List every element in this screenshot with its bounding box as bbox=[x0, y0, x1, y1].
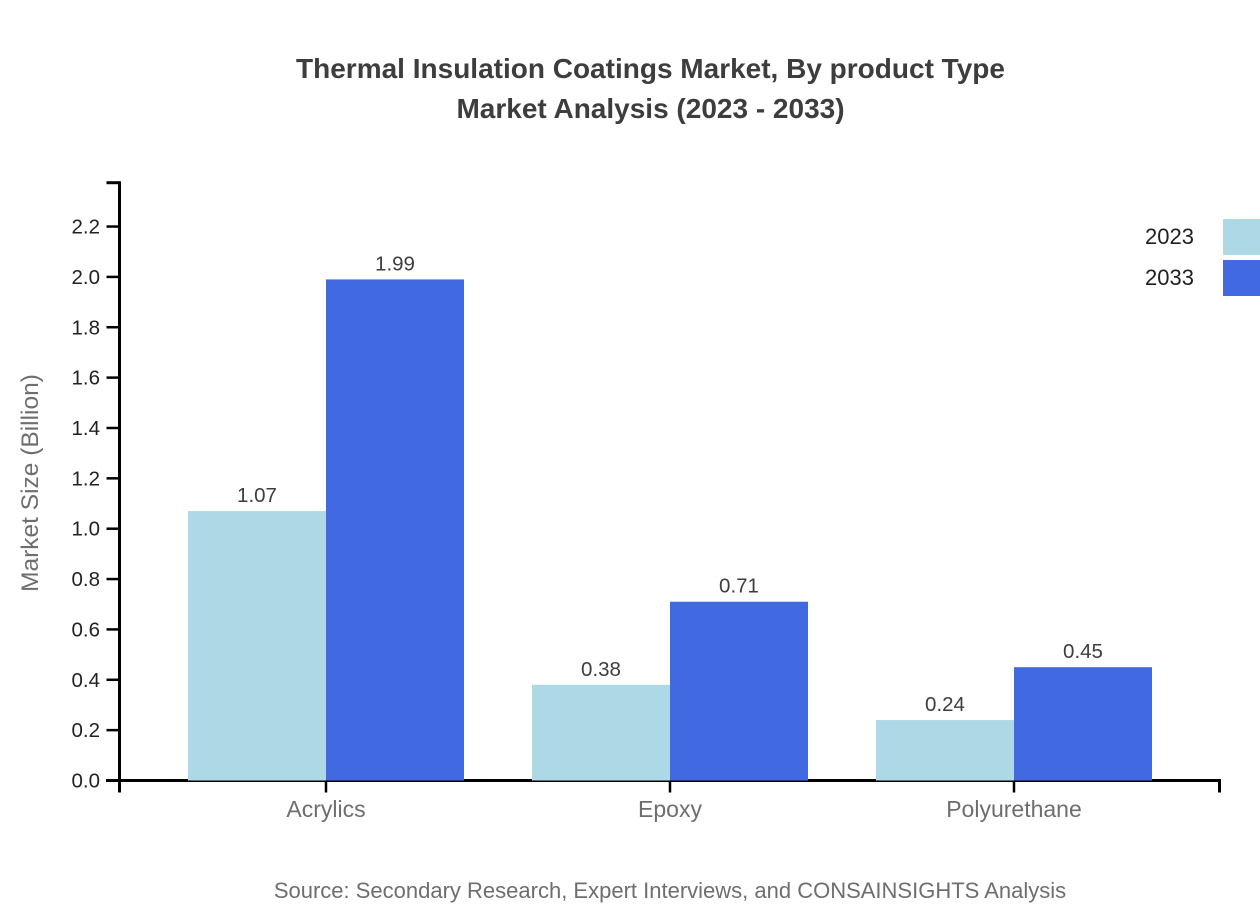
y-tick-label: 1.2 bbox=[72, 467, 101, 490]
bar-2033-acrylics bbox=[326, 279, 464, 781]
y-tick-label: 1.0 bbox=[72, 518, 101, 541]
bar-value-label: 1.99 bbox=[375, 252, 415, 275]
y-tick-label: 0.4 bbox=[72, 669, 101, 692]
legend-swatch-2023 bbox=[1223, 219, 1260, 255]
bar-value-label: 1.07 bbox=[237, 484, 277, 507]
legend: 2023 2033 bbox=[1145, 219, 1260, 296]
y-tick-label: 0.2 bbox=[72, 719, 101, 742]
x-category-label: Epoxy bbox=[638, 796, 702, 822]
y-tick-label: 1.8 bbox=[72, 316, 101, 339]
legend-label-2033: 2033 bbox=[1145, 265, 1194, 290]
chart-title-line1: Thermal Insulation Coatings Market, By p… bbox=[296, 53, 1005, 84]
y-tick-label: 0.0 bbox=[72, 770, 101, 793]
y-axis-title: Market Size (Billion) bbox=[17, 374, 44, 592]
y-tick-label: 2.0 bbox=[72, 266, 101, 289]
legend-swatch-2033 bbox=[1223, 260, 1260, 296]
bar-2023-epoxy bbox=[532, 684, 670, 781]
y-tick-label: 2.2 bbox=[72, 216, 101, 239]
bar-2033-polyurethane bbox=[1014, 667, 1152, 781]
y-tick-label: 1.6 bbox=[72, 367, 101, 390]
y-tick-label: 1.4 bbox=[72, 417, 101, 440]
legend-label-2023: 2023 bbox=[1145, 224, 1194, 249]
bar-2023-polyurethane bbox=[876, 720, 1014, 781]
x-category-label: Acrylics bbox=[286, 796, 365, 822]
chart-title: Thermal Insulation Coatings Market, By p… bbox=[80, 49, 1221, 129]
bar-value-label: 0.45 bbox=[1063, 640, 1103, 663]
bar-2033-epoxy bbox=[670, 601, 808, 781]
legend-item-2023: 2023 bbox=[1145, 219, 1260, 255]
y-tick-label: 0.6 bbox=[72, 618, 101, 641]
chart-title-line2: Market Analysis (2023 - 2033) bbox=[456, 93, 845, 124]
bar-2023-acrylics bbox=[188, 511, 326, 781]
bar-value-label: 0.71 bbox=[719, 575, 759, 598]
legend-item-2033: 2033 bbox=[1145, 260, 1260, 296]
bar-value-label: 0.24 bbox=[925, 693, 965, 716]
x-category-label: Polyurethane bbox=[946, 796, 1082, 822]
y-tick-label: 0.8 bbox=[72, 568, 101, 591]
bar-value-label: 0.38 bbox=[581, 658, 621, 681]
source-attribution: Source: Secondary Research, Expert Inter… bbox=[273, 878, 1067, 903]
